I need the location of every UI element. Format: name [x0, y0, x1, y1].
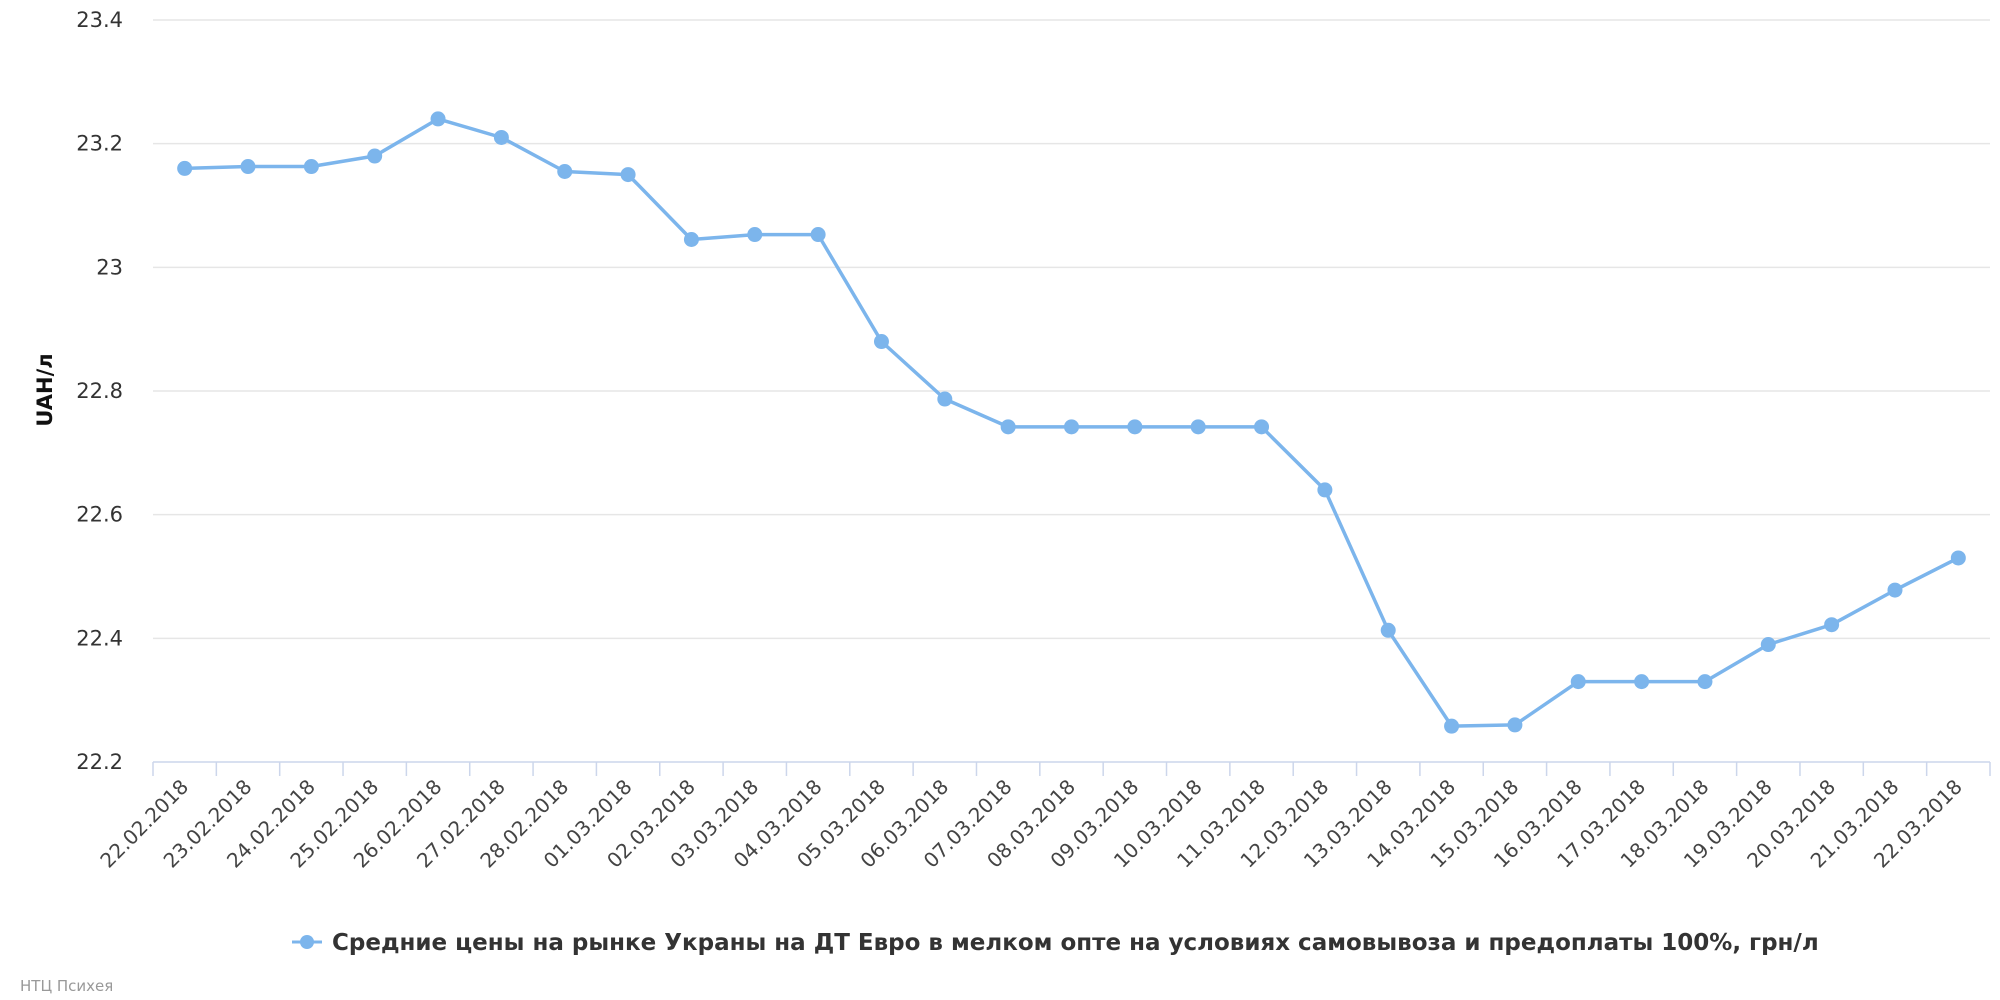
legend-marker — [300, 935, 314, 949]
data-point[interactable] — [1824, 617, 1840, 633]
data-point[interactable] — [1380, 622, 1396, 638]
legend-label[interactable]: Средние цены на рынке Украны на ДТ Евро … — [332, 930, 1819, 956]
data-point[interactable] — [1760, 637, 1776, 653]
data-point[interactable] — [1064, 419, 1079, 435]
data-point[interactable] — [367, 148, 383, 164]
x-axis-ticks: 22.02.201823.02.201824.02.201825.02.2018… — [95, 775, 1967, 873]
y-tick-label: 22.8 — [76, 379, 123, 403]
data-point[interactable] — [430, 111, 446, 127]
y-tick-label: 23.4 — [76, 8, 123, 32]
y-axis-label: UAH/л — [33, 353, 57, 426]
y-tick-label: 22.2 — [76, 750, 123, 774]
y-tick-label: 22.6 — [76, 503, 123, 527]
data-point[interactable] — [873, 334, 889, 350]
data-point[interactable] — [1000, 419, 1016, 435]
data-point[interactable] — [1634, 674, 1650, 690]
data-point[interactable] — [240, 159, 256, 175]
data-point[interactable] — [1697, 674, 1713, 690]
data-point[interactable] — [620, 167, 636, 183]
y-tick-label: 22.4 — [76, 626, 123, 650]
data-point[interactable] — [1887, 582, 1903, 598]
x-axis — [152, 761, 1991, 776]
data-point[interactable] — [303, 159, 319, 175]
series-group — [177, 111, 1966, 734]
data-point[interactable] — [937, 391, 953, 407]
y-tick-label: 23 — [96, 255, 123, 279]
credit-text[interactable]: НТЦ Психея — [20, 977, 113, 995]
data-point[interactable] — [177, 160, 193, 176]
y-axis-ticks: 22.2 22.4 22.6 22.8 23 23.2 23.4 — [76, 8, 123, 774]
data-point[interactable] — [810, 227, 826, 243]
data-point[interactable] — [683, 232, 699, 248]
data-point[interactable] — [1190, 419, 1206, 435]
data-point[interactable] — [1127, 419, 1143, 435]
y-tick-label: 23.2 — [76, 132, 123, 156]
data-point[interactable] — [557, 163, 573, 179]
data-point[interactable] — [1254, 419, 1270, 435]
gridlines — [153, 19, 1990, 640]
legend[interactable]: Средние цены на рынке Украны на ДТ Евро … — [292, 930, 1819, 956]
data-point[interactable] — [493, 129, 509, 145]
data-point[interactable] — [1444, 718, 1460, 734]
data-point[interactable] — [747, 227, 763, 243]
data-point[interactable] — [1950, 550, 1966, 566]
data-point[interactable] — [1317, 482, 1333, 498]
data-point[interactable] — [1570, 674, 1586, 690]
data-point[interactable] — [1507, 717, 1523, 733]
